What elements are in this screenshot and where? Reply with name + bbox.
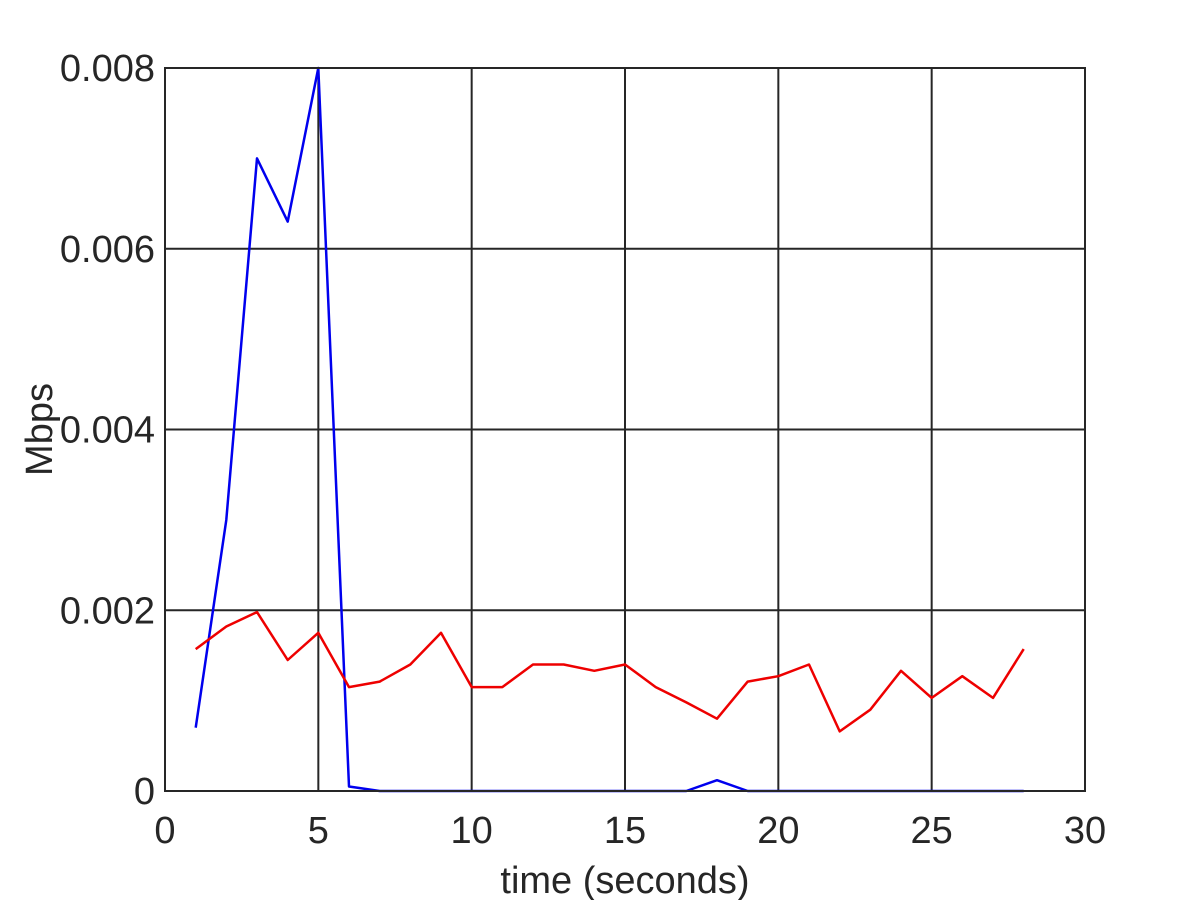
- x-axis-label: time (seconds): [500, 860, 749, 900]
- y-tick-label: 0.008: [60, 48, 155, 90]
- y-axis-label: Mbps: [19, 383, 61, 476]
- plot-frame: [164, 67, 1086, 792]
- y-axis-ticks: 0 0.002 0.004 0.006 0.008: [60, 48, 155, 813]
- x-tick-label: 5: [308, 810, 329, 852]
- x-tick-label: 25: [911, 810, 953, 852]
- y-tick-label: 0: [134, 771, 155, 813]
- x-tick-label: 30: [1064, 810, 1106, 852]
- x-tick-label: 20: [757, 810, 799, 852]
- y-tick-label: 0.002: [60, 590, 155, 632]
- x-tick-label: 10: [451, 810, 493, 852]
- x-axis-ticks: 0 5 10 15 20 25 30: [154, 810, 1106, 852]
- y-tick-label: 0.004: [60, 410, 155, 452]
- series-line-2: [194, 610, 1025, 733]
- x-tick-label: 0: [154, 810, 175, 852]
- y-tick-label: 0.006: [60, 229, 155, 271]
- x-tick-label: 15: [604, 810, 646, 852]
